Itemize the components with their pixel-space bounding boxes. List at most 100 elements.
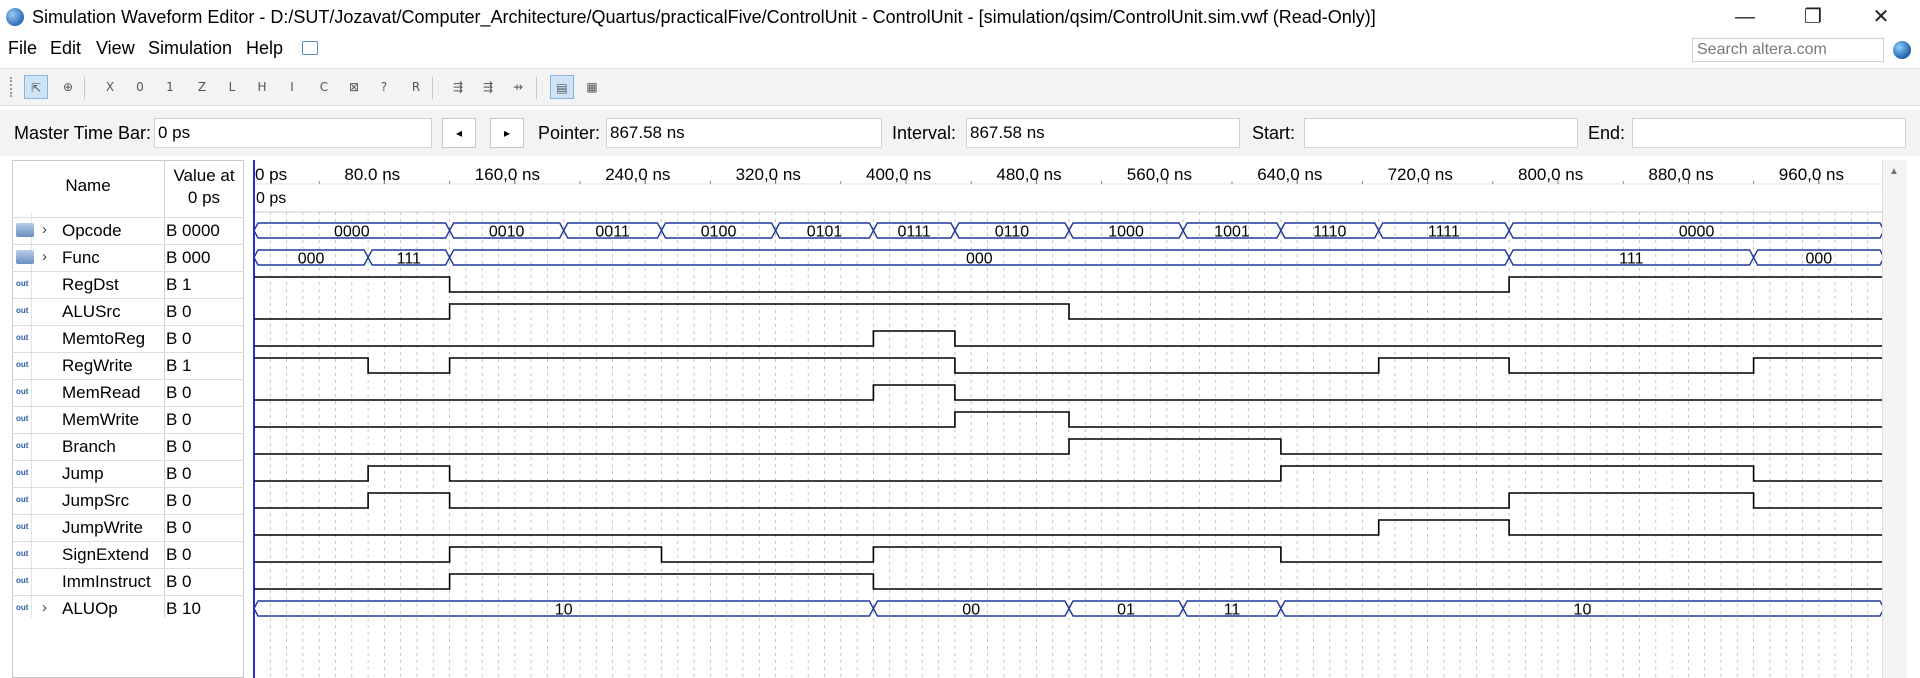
signal-value: B 0000 <box>166 221 220 240</box>
time-tick-label: 720,0 ns <box>1388 165 1453 184</box>
weak-high-icon[interactable]: H <box>257 80 267 94</box>
help-chat-icon[interactable] <box>302 41 318 55</box>
output-pin-icon: out <box>16 387 29 396</box>
snap-to-grid-icon[interactable]: ⇶ <box>452 80 464 94</box>
time-tick-label: 480,0 ns <box>996 165 1061 184</box>
invert-icon[interactable]: I <box>290 80 294 94</box>
signal-row-jump[interactable]: out Jump B 0 <box>12 460 244 487</box>
signal-row-regwrite[interactable]: out RegWrite B 1 <box>12 352 244 379</box>
quartus-app-icon <box>6 8 24 26</box>
expand-chevron-icon[interactable]: › <box>42 599 47 616</box>
time-tick-label: 320,0 ns <box>736 165 801 184</box>
previous-transition-button[interactable]: ◂ <box>442 118 476 148</box>
signal-row-alusrc[interactable]: out ALUSrc B 0 <box>12 298 244 325</box>
signal-row-jumpsrc[interactable]: out JumpSrc B 0 <box>12 487 244 514</box>
signal-row-memtoreg[interactable]: out MemtoReg B 0 <box>12 325 244 352</box>
count-value-icon[interactable]: C <box>319 80 329 94</box>
bus-segment-opcode <box>1508 222 1882 239</box>
pointer-field: 867.58 ns <box>606 118 882 148</box>
toolbar: ⇱ ⊕ X 0 1 Z L H I C ⊠? R ⇶ ⇶ ⇸ ▤ ▦ <box>0 68 1920 106</box>
group-settings-icon[interactable]: ▦ <box>586 80 598 94</box>
forcing-low-icon[interactable]: 0 <box>136 80 144 94</box>
signal-row-opcode[interactable]: › Opcode B 0000 <box>12 217 244 244</box>
signal-name: RegWrite <box>62 356 133 375</box>
random-values-icon[interactable]: ? <box>380 80 388 94</box>
signal-row-func[interactable]: › Func B 000 <box>12 244 244 271</box>
value-column-header[interactable]: Value at 0 ps <box>164 160 244 212</box>
maximize-button[interactable]: ❐ <box>1804 6 1822 28</box>
toolbar-grip <box>10 77 16 97</box>
signal-value: B 000 <box>166 248 211 267</box>
input-pin-icon <box>16 250 34 264</box>
output-pin-icon: out <box>16 549 29 558</box>
snap-value-icon[interactable]: ⇸ <box>512 80 524 94</box>
bus-value-label: 01 <box>1117 602 1135 619</box>
name-column-header[interactable]: Name <box>65 176 111 195</box>
waveform-regdst <box>254 276 1882 293</box>
pointer-label: Pointer: <box>538 123 601 143</box>
overwrite-clock-icon[interactable]: ⊠ <box>348 80 360 94</box>
signal-row-aluop[interactable]: out › ALUOp B 10 <box>12 595 244 622</box>
search-input[interactable]: Search altera.com <box>1692 38 1884 62</box>
output-pin-icon: out <box>16 279 29 288</box>
master-time-bar-field[interactable]: 0 ps <box>154 118 432 148</box>
time-tick-label: 880,0 ns <box>1648 165 1713 184</box>
output-pin-icon: out <box>16 414 29 423</box>
time-tick-label: 80.0 ns <box>344 165 400 184</box>
pointer-tool-icon[interactable]: ⇱ <box>24 75 48 99</box>
next-transition-button[interactable]: ▸ <box>490 118 524 148</box>
bus-value-label: 0100 <box>701 224 737 241</box>
start-field[interactable] <box>1304 118 1578 148</box>
bus-value-label: 000 <box>1805 251 1832 268</box>
forcing-high-icon[interactable]: 1 <box>166 80 174 94</box>
signal-row-memread[interactable]: out MemRead B 0 <box>12 379 244 406</box>
forcing-unknown-icon[interactable]: X <box>105 80 115 94</box>
menu-help[interactable]: Help <box>246 38 284 58</box>
expand-chevron-icon[interactable]: › <box>42 248 47 265</box>
time-tick-label: 640,0 ns <box>1257 165 1322 184</box>
signal-value: B 1 <box>166 275 192 294</box>
globe-icon[interactable] <box>1893 41 1911 59</box>
weak-low-icon[interactable]: L <box>228 80 236 94</box>
time-tick-label: 400,0 ns <box>866 165 931 184</box>
dont-care-icon[interactable]: R <box>411 80 421 94</box>
signal-name: RegDst <box>62 275 119 294</box>
end-field[interactable] <box>1632 118 1906 148</box>
time-tick-label: 160,0 ns <box>475 165 540 184</box>
snap-to-transitions-icon[interactable]: ⇶ <box>482 80 494 94</box>
high-impedance-icon[interactable]: Z <box>197 80 207 94</box>
column-divider <box>164 160 165 618</box>
signal-value: B 0 <box>166 437 192 456</box>
time-tick-label: 240,0 ns <box>605 165 670 184</box>
signal-row-memwrite[interactable]: out MemWrite B 0 <box>12 406 244 433</box>
bus-segment-func <box>1752 249 1882 266</box>
close-button[interactable]: ✕ <box>1872 6 1890 28</box>
menu-edit[interactable]: Edit <box>50 38 82 58</box>
menu-view[interactable]: View <box>96 38 135 58</box>
waveform-canvas[interactable]: 0 ps 80.0 ns 160,0 ns 240,0 ns 320,0 ns 400,0… <box>252 160 1882 678</box>
time-ruler <box>252 160 1882 212</box>
waveform-jumpsrc <box>254 492 1882 509</box>
grid-settings-icon[interactable]: ▤ <box>550 75 574 99</box>
menu-simulation[interactable]: Simulation <box>148 38 233 58</box>
zoom-tool-icon[interactable]: ⊕ <box>62 80 74 94</box>
bus-value-label: 0000 <box>334 224 370 241</box>
end-label: End: <box>1588 123 1626 143</box>
bus-segment-aluop <box>1280 600 1882 617</box>
waveform-imminstruct <box>254 573 1882 590</box>
signal-row-branch[interactable]: out Branch B 0 <box>12 433 244 460</box>
time-tick-label: 800,0 ns <box>1518 165 1583 184</box>
signal-row-imminstruct[interactable]: out ImmInstruct B 0 <box>12 568 244 595</box>
signal-row-jumpwrite[interactable]: out JumpWrite B 0 <box>12 514 244 541</box>
value-header-line1: Value at <box>173 166 235 185</box>
expand-chevron-icon[interactable]: › <box>42 221 47 238</box>
minimize-button[interactable]: — <box>1735 6 1755 28</box>
time-cursor-label: 0 ps <box>256 190 286 207</box>
bus-value-label: 1111 <box>1428 224 1460 241</box>
vertical-scrollbar[interactable]: ▲ <box>1882 160 1907 678</box>
signal-row-signextend[interactable]: out SignExtend B 0 <box>12 541 244 568</box>
signal-value: B 0 <box>166 410 192 429</box>
signal-row-regdst[interactable]: out RegDst B 1 <box>12 271 244 298</box>
menu-file[interactable]: File <box>8 38 38 58</box>
scroll-up-icon[interactable]: ▲ <box>1889 166 1899 177</box>
